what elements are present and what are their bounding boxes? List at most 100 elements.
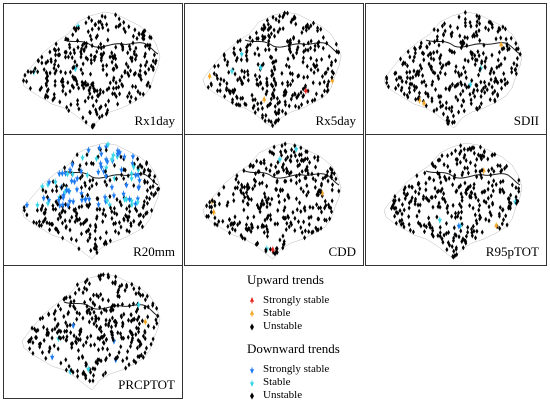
station-unstable	[272, 93, 276, 99]
station-unstable	[308, 159, 312, 166]
station-unstable	[114, 93, 118, 100]
station-unstable	[154, 58, 158, 64]
station-unstable	[76, 101, 80, 107]
station-down-stable	[239, 50, 244, 58]
station-unstable	[278, 26, 282, 32]
station-unstable	[478, 216, 482, 222]
station-down-stable	[35, 201, 40, 209]
station-unstable	[306, 40, 310, 46]
station-unstable	[280, 164, 284, 170]
station-unstable	[236, 102, 240, 108]
legend-item: Strongly stable	[247, 363, 547, 376]
station-unstable	[84, 361, 88, 367]
station-unstable	[392, 198, 396, 204]
station-unstable	[264, 166, 268, 172]
station-unstable	[84, 20, 88, 26]
station-unstable	[90, 183, 94, 189]
station-unstable	[276, 117, 280, 123]
station-unstable	[274, 16, 278, 22]
station-unstable	[242, 184, 246, 190]
station-unstable	[91, 83, 95, 89]
station-unstable	[134, 291, 138, 297]
station-unstable	[64, 225, 68, 231]
station-unstable	[85, 40, 89, 47]
station-unstable	[97, 316, 101, 322]
station-unstable	[53, 61, 57, 68]
station-unstable	[122, 166, 126, 173]
station-unstable	[68, 218, 72, 224]
station-unstable	[245, 44, 249, 51]
station-unstable	[127, 229, 131, 235]
legend-upward-list: Strongly stable Stable Unstable	[247, 294, 547, 333]
station-unstable	[402, 190, 406, 196]
station-unstable	[80, 173, 84, 179]
station-unstable	[487, 81, 491, 87]
station-unstable	[313, 97, 317, 103]
station-unstable	[61, 84, 65, 90]
station-unstable	[443, 71, 447, 77]
station-unstable	[40, 349, 44, 356]
station-unstable	[299, 224, 303, 231]
station-unstable	[31, 339, 35, 346]
station-unstable	[101, 296, 105, 303]
station-unstable	[28, 85, 32, 91]
station-down-strong	[103, 155, 109, 164]
station-unstable	[330, 74, 334, 81]
station-unstable	[459, 45, 463, 51]
station-unstable	[40, 54, 44, 60]
station-unstable	[85, 303, 89, 309]
station-unstable	[255, 202, 259, 208]
station-unstable	[22, 78, 26, 84]
station-unstable	[438, 174, 442, 180]
station-unstable	[505, 163, 509, 169]
station-unstable	[106, 27, 110, 33]
station-unstable	[393, 197, 397, 204]
station-unstable	[428, 222, 432, 228]
station-unstable	[78, 337, 82, 343]
station-unstable	[450, 151, 454, 157]
station-unstable	[52, 65, 56, 71]
station-unstable	[482, 149, 486, 155]
station-unstable	[502, 189, 506, 195]
station-unstable	[293, 153, 297, 159]
station-unstable	[282, 92, 286, 98]
station-unstable	[397, 74, 401, 81]
station-unstable	[479, 79, 483, 85]
station-unstable	[151, 58, 155, 64]
station-unstable	[93, 87, 97, 94]
station-down-stable	[131, 162, 136, 171]
station-unstable	[452, 235, 456, 241]
station-unstable	[130, 55, 134, 61]
station-unstable	[124, 365, 128, 371]
station-unstable	[218, 88, 222, 94]
station-unstable	[429, 51, 433, 57]
station-unstable	[96, 154, 100, 160]
station-unstable	[252, 177, 256, 183]
station-unstable	[68, 322, 72, 328]
station-unstable	[400, 85, 404, 91]
station-unstable	[83, 180, 87, 186]
station-unstable	[332, 70, 336, 76]
station-unstable	[147, 173, 151, 179]
station-unstable	[422, 222, 426, 228]
station-unstable	[393, 193, 397, 200]
station-unstable	[393, 213, 397, 219]
station-unstable	[319, 205, 323, 211]
station-unstable	[51, 203, 55, 209]
station-unstable	[276, 207, 280, 213]
station-unstable	[90, 124, 94, 130]
station-unstable	[80, 193, 84, 199]
station-unstable	[267, 38, 271, 44]
station-unstable	[468, 145, 472, 152]
station-unstable	[416, 220, 420, 226]
station-unstable	[137, 321, 141, 327]
station-unstable	[504, 213, 508, 219]
station-unstable	[271, 14, 275, 20]
station-unstable	[95, 206, 99, 212]
station-unstable	[88, 296, 92, 302]
station-unstable	[95, 88, 99, 94]
station-unstable	[54, 67, 58, 74]
station-down-stable	[294, 145, 299, 153]
station-unstable	[275, 186, 279, 193]
station-down-stable	[80, 153, 85, 162]
